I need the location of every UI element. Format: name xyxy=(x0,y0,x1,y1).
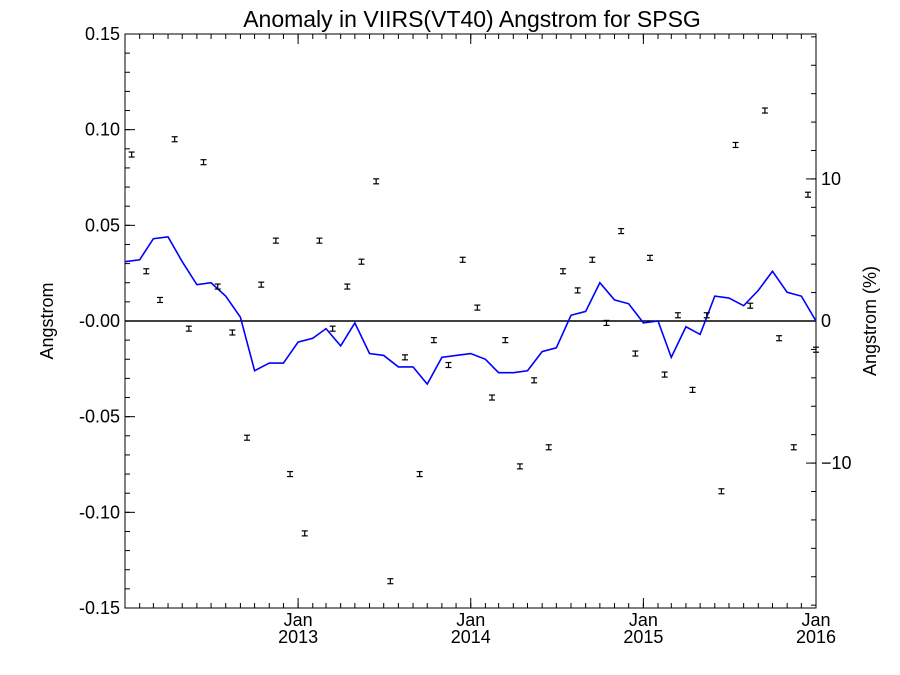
x-tick-label-year: 2015 xyxy=(623,627,663,647)
y-tick-label-right: 0 xyxy=(821,311,831,331)
anomaly-point xyxy=(200,159,207,166)
anomaly-point xyxy=(272,237,279,244)
anomaly-point xyxy=(559,268,566,275)
x-tick-label-month: Jan xyxy=(801,610,830,630)
anomaly-point xyxy=(258,281,265,288)
plot-area: 0.150.100.05-0.00-0.05-0.10-0.15 100−10 … xyxy=(79,24,852,647)
anomaly-point xyxy=(474,304,481,311)
anomaly-point xyxy=(430,337,437,344)
anomaly-point xyxy=(489,394,496,401)
chart-title: Anomaly in VIIRS(VT40) Angstrom for SPSG xyxy=(243,6,701,32)
anomaly-point xyxy=(531,377,538,384)
anomaly-point xyxy=(790,444,797,451)
anomaly-point xyxy=(804,191,811,198)
anomaly-point xyxy=(229,329,236,336)
anomaly-point xyxy=(128,151,135,158)
y-axis-label-right: Angstrom (%) xyxy=(860,266,880,376)
anomaly-point xyxy=(689,386,696,393)
y-tick-label-right: 10 xyxy=(821,169,841,189)
anomaly-point xyxy=(574,287,581,294)
anomaly-point xyxy=(301,530,308,537)
y-tick-label-left: -0.05 xyxy=(79,407,120,427)
anomaly-point xyxy=(661,371,668,378)
anomaly-point xyxy=(244,434,251,441)
anomaly-point xyxy=(156,296,163,304)
anomaly-point xyxy=(344,283,351,290)
anomaly-point xyxy=(776,335,783,342)
anomaly-point xyxy=(387,578,394,585)
anomaly-point xyxy=(214,283,221,290)
y-tick-label-left: -0.15 xyxy=(79,598,120,618)
anomaly-point xyxy=(603,319,610,327)
anomaly-point xyxy=(589,256,596,263)
anomaly-point xyxy=(459,256,466,263)
anomaly-point xyxy=(632,350,639,357)
anomaly-point xyxy=(373,178,380,185)
x-tick-label-month: Jan xyxy=(629,610,658,630)
anomaly-point xyxy=(761,107,768,114)
anomaly-point xyxy=(618,227,625,235)
y-tick-label-left: -0.00 xyxy=(79,311,120,331)
y-tick-label-left: 0.10 xyxy=(85,120,120,140)
y-tick-label-left: 0.15 xyxy=(85,24,120,44)
x-tick-label-month: Jan xyxy=(456,610,485,630)
y-tick-label-left: -0.10 xyxy=(79,502,120,522)
anomaly-point xyxy=(646,254,653,261)
anomaly-point xyxy=(143,268,150,275)
y-axis-right: 10 0 −10 xyxy=(806,36,852,606)
anomaly-point xyxy=(329,325,336,332)
anomaly-point xyxy=(516,463,523,470)
anomaly-point xyxy=(401,354,408,361)
x-tick-label-year: 2013 xyxy=(278,627,318,647)
anomaly-points xyxy=(128,107,819,585)
anomaly-point xyxy=(813,346,819,353)
x-tick-label-year: 2014 xyxy=(451,627,491,647)
x-tick-label-month: Jan xyxy=(284,610,313,630)
y-tick-label-right: −10 xyxy=(821,453,852,473)
y-axis-label-left: Angstrom xyxy=(37,282,57,359)
anomaly-point xyxy=(287,470,294,478)
anomaly-point xyxy=(171,136,178,143)
x-tick-label-year: 2016 xyxy=(796,627,836,647)
anomaly-point xyxy=(416,470,423,478)
anomaly-point xyxy=(674,312,681,319)
y-tick-label-left: 0.05 xyxy=(85,215,120,235)
anomaly-point xyxy=(747,302,754,309)
anomaly-point xyxy=(545,444,552,451)
anomaly-point xyxy=(732,141,739,149)
anomaly-point xyxy=(703,312,710,319)
y-axis-left: 0.15 0.10 0.05 -0.00 -0.05 -0.10 -0.15 xyxy=(79,24,135,618)
anomaly-point xyxy=(445,361,452,369)
anomaly-point xyxy=(718,488,725,495)
running-mean-line xyxy=(124,235,817,386)
anomaly-point xyxy=(316,237,323,244)
anomaly-point xyxy=(358,258,365,265)
anomaly-point xyxy=(502,337,509,344)
anomaly-point xyxy=(185,325,192,332)
